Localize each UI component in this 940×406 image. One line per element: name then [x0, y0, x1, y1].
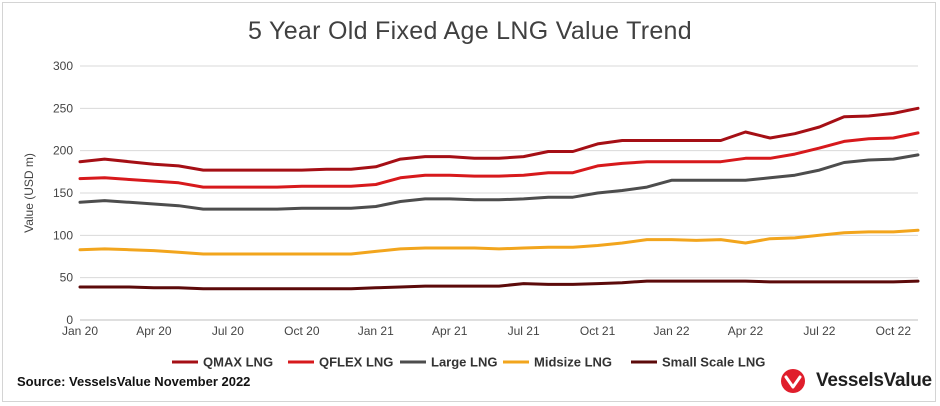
x-tick-label: Apr 20: [136, 324, 172, 338]
brand-logo: VesselsValue: [780, 368, 932, 394]
y-axis-label: Value (USD m): [22, 153, 36, 233]
y-tick-label-50: 50: [60, 271, 74, 285]
y-tick-label-250: 250: [53, 101, 73, 115]
y-tick-label-100: 100: [53, 228, 73, 242]
chart-frame: [2, 2, 936, 402]
legend-entry: Small Scale LNG: [662, 355, 765, 370]
x-tick-label: Jul 21: [508, 324, 540, 338]
chart-title: 5 Year Old Fixed Age LNG Value Trend: [248, 17, 692, 45]
series-line-midsize-lng: [78, 228, 920, 256]
legend-entry: QMAX LNG: [203, 355, 273, 370]
x-tick-label: Jan 22: [654, 324, 690, 338]
y-tick-label-300: 300: [53, 59, 73, 73]
y-tick-label-0: 0: [66, 313, 73, 327]
y-tick-label-150: 150: [53, 186, 73, 200]
x-tick-label: Jul 20: [212, 324, 244, 338]
series-line-large-lng: [78, 153, 920, 211]
x-tick-label: Apr 21: [432, 324, 468, 338]
x-tick-label: Apr 22: [728, 324, 764, 338]
series-line-qmax-lng: [78, 106, 920, 172]
x-tick-label: Jul 22: [803, 324, 835, 338]
x-tick-label: Oct 21: [580, 324, 616, 338]
source-note: Source: VesselsValue November 2022: [17, 374, 251, 389]
legend-entry: QFLEX LNG: [319, 355, 393, 370]
legend-entry: Midsize LNG: [534, 355, 612, 370]
x-tick-label: Oct 22: [876, 324, 912, 338]
series-line-small-scale-lng: [78, 279, 920, 291]
x-tick-label: Jan 21: [358, 324, 394, 338]
x-tick-label: Oct 20: [284, 324, 320, 338]
x-tick-label: Jan 20: [62, 324, 98, 338]
legend-entry: Large LNG: [431, 355, 497, 370]
series-line-qflex-lng: [78, 131, 920, 189]
vesselsvalue-logo-icon: [781, 369, 805, 393]
brand-name: VesselsValue: [816, 370, 932, 391]
y-tick-label-200: 200: [53, 144, 73, 158]
